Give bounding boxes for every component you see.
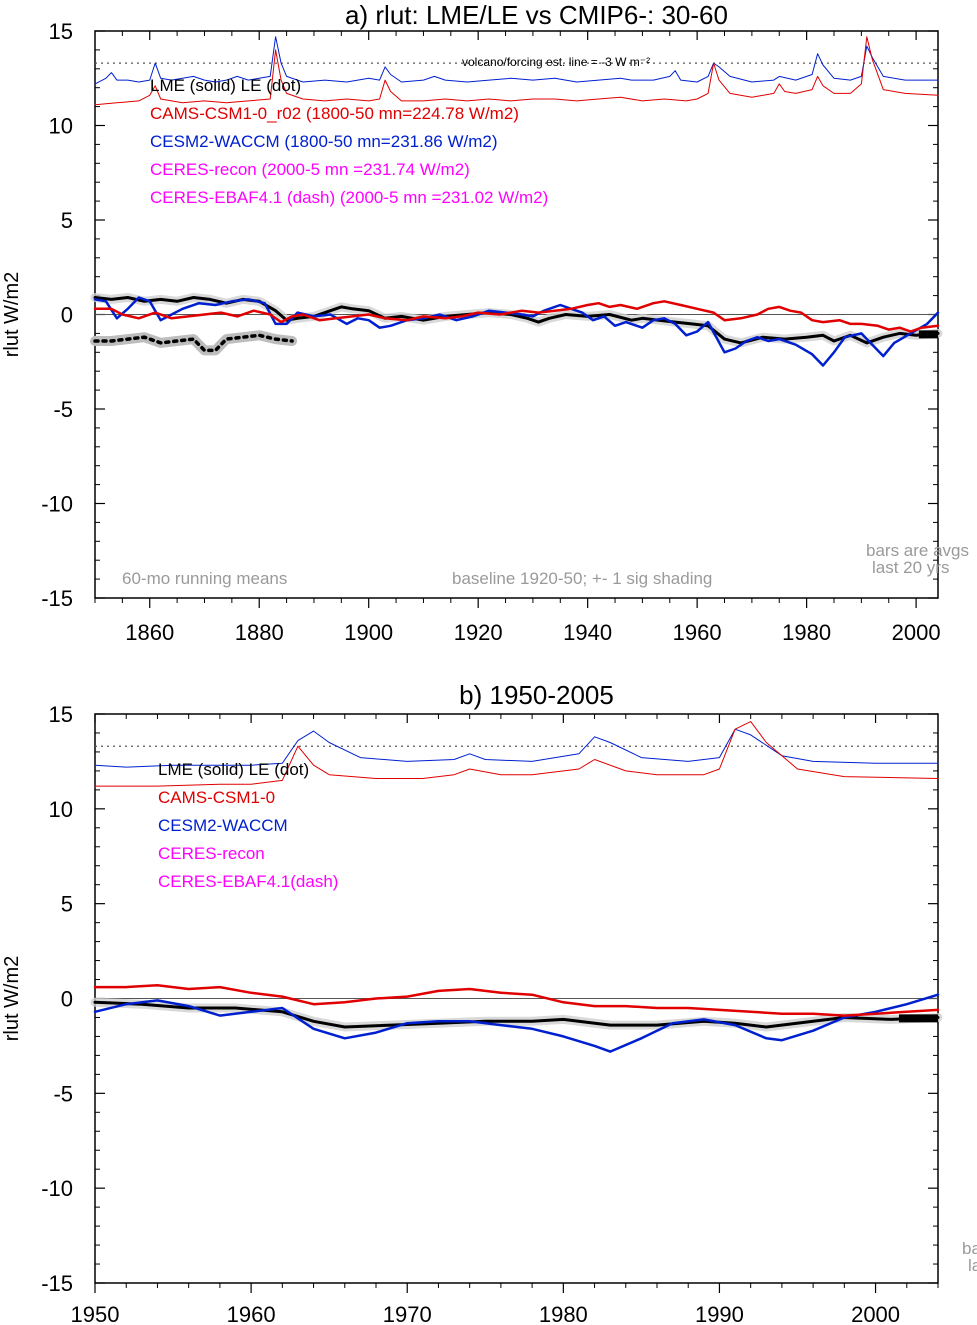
panel-a-xtick-label: 2000 [892,620,941,645]
panel-a-ytick-label: -5 [53,397,73,422]
panel-a-bars-note: bars are avgs [866,541,969,560]
panel-a-xtick-label: 1900 [344,620,393,645]
panel-b-xtick-label: 2000 [851,1302,900,1325]
panel-a-ytick-label: 5 [61,208,73,233]
panel-b-legend-entry: LME (solid) LE (dot) [158,760,309,779]
panel-a-xtick-label: 1940 [563,620,612,645]
panel-b-series-red [93,983,940,1017]
panel-a: a) rlut: LME/LE vs CMIP6-: 30-60 rlut W/m… [1,0,969,645]
panel-b-xtick-label: 1950 [71,1302,120,1325]
panel-a-xtick-label: 1980 [782,620,831,645]
panel-b-series-lme [93,1000,940,1029]
panel-b-ytick-label: 0 [61,987,73,1012]
panel-a-ylabel: rlut W/m2 [1,272,23,358]
panel-a-ytick-label: -10 [41,492,73,517]
panel-b-ytick-label: 5 [61,892,73,917]
panel-b-xtick-label: 1960 [227,1302,276,1325]
panel-a-legend-entry: CERES-EBAF4.1 (dash) (2000-5 mn =231.02 … [150,188,548,207]
panel-b-ytick-label: -5 [53,1081,73,1106]
panel-a-baseline-note: baseline 1920-50; +- 1 sig shading [452,569,712,588]
panel-a-series-blue [93,296,940,367]
panel-b-ylabel: rlut W/m2 [1,956,23,1042]
panel-b-title: b) 1950-2005 [459,680,614,710]
panel-b-legend-entry: CESM2-WACCM [158,816,288,835]
panel-a-ytick-label: 0 [61,303,73,328]
panel-a-ytick-label: 10 [49,114,73,139]
panel-a-xtick-label: 1960 [673,620,722,645]
panel-b-legend-entry: CAMS-CSM1-0 [158,788,275,807]
panel-a-ytick-label: -15 [41,586,73,611]
panel-a-ytick-label: 15 [49,19,73,44]
panel-a-series-red [93,300,940,333]
panel-b-legend-entry: CERES-recon [158,844,265,863]
panel-a-legend-entry: CERES-recon (2000-5 mn =231.74 W/m2) [150,160,470,179]
panel-b: b) 1950-2005 rlut W/m2 15 10 5 0 -5 -10 -15 1950 1… [1,680,977,1325]
panel-b-series-forcing_red [94,721,939,787]
panel-b-series-forcing_blue [94,728,939,768]
panel-a-xtick-label: 1880 [235,620,284,645]
panel-a-title: a) rlut: LME/LE vs CMIP6-: 30-60 [345,0,728,30]
panel-b-bars-note: bars are avgs [962,1239,977,1258]
panel-a-xtick-label: 1860 [125,620,174,645]
panel-a-legend-entry: LME (solid) LE (dot) [150,76,301,95]
panel-a-running-mean-note: 60-mo running means [122,569,287,588]
panel-a-volcano-note: volcano/forcing est. line = -3 W m⁻² [462,55,650,69]
panel-b-xtick-label: 1990 [695,1302,744,1325]
panel-b-series-blue [93,993,940,1053]
panel-b-ytick-label: 10 [49,797,73,822]
panel-a-xtick-label: 1920 [454,620,503,645]
panel-a-series-forcing_red [94,36,939,106]
panel-a-bars-note-2: last 20 yrs [872,558,949,577]
panel-a-series-le [93,333,294,353]
panel-b-ytick-label: -15 [41,1271,73,1296]
panel-b-xtick-label: 1970 [383,1302,432,1325]
panel-b-legend-entry: CERES-EBAF4.1(dash) [158,872,338,891]
panel-b-bars-note-2: last 20 yrs [968,1256,977,1275]
panel-a-legend-entry: CAMS-CSM1-0_r02 (1800-50 mn=224.78 W/m2) [150,104,519,123]
panel-a-legend-entry: CESM2-WACCM (1800-50 mn=231.86 W/m2) [150,132,498,151]
panel-a-series-forcing_blue [94,36,939,85]
panel-b-xtick-label: 1980 [539,1302,588,1325]
panel-b-ytick-label: 15 [49,702,73,727]
panel-b-ytick-label: -10 [41,1176,73,1201]
